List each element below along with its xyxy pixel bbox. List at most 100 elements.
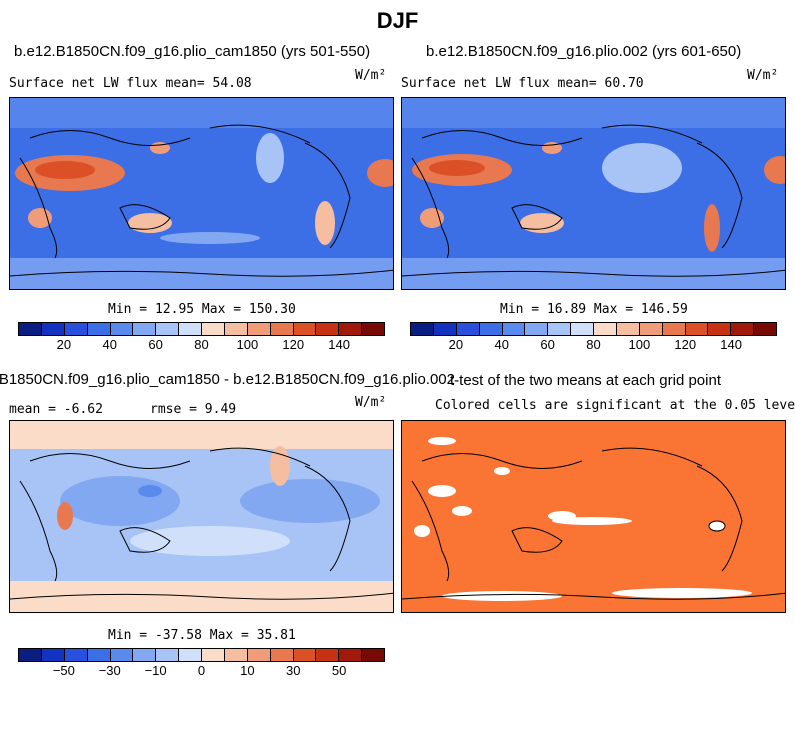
colorbar-diff-swatch xyxy=(64,649,88,661)
panel-a-minmax: Min = 12.95 Max = 150.30 xyxy=(108,302,296,317)
colorbar-b-swatch xyxy=(479,323,503,335)
page-title: DJF xyxy=(376,8,419,33)
panel-d-note: Colored cells are significant at the 0.0… xyxy=(435,398,795,413)
colorbar-a-swatch xyxy=(339,323,363,335)
colorbar-diff-swatch xyxy=(293,649,317,661)
colorbar-a-tick-label: 140 xyxy=(328,337,350,352)
colorbar-a-swatch xyxy=(247,323,271,335)
colorbar-b-tick-label: 100 xyxy=(628,337,651,352)
colorbar-a-swatch xyxy=(179,323,202,335)
panel-a-mean-label: Surface net LW flux mean= 54.08 xyxy=(9,76,252,91)
panel-b-case-title: b.e12.B1850CN.f09_g16.plio.002 (yrs 601-… xyxy=(426,43,742,60)
colorbar-b-swatch xyxy=(433,323,457,335)
colorbar-a-tick-label: 20 xyxy=(56,337,72,352)
colorbar-b-swatch xyxy=(571,323,594,335)
colorbar-diff-tick-label: 30 xyxy=(286,663,301,678)
colorbar-a xyxy=(18,322,385,336)
colorbar-a-swatch xyxy=(110,323,134,335)
colorbar-b xyxy=(410,322,777,336)
panel-c-map xyxy=(9,420,394,613)
colorbar-diff-swatch xyxy=(179,649,202,661)
colorbar-a-swatch xyxy=(156,323,180,335)
panel-a-case-title: b.e12.B1850CN.f09_g16.plio_cam1850 (yrs … xyxy=(14,43,371,60)
colorbar-a-tick-label: 120 xyxy=(282,337,305,352)
colorbar-diff-tick-label: 50 xyxy=(331,663,347,678)
colorbar-diff-tick-label: −30 xyxy=(98,663,121,678)
panel-b-map-svg xyxy=(402,98,785,289)
panel-a-units: W/m² xyxy=(355,68,387,83)
colorbar-diff-swatch xyxy=(19,649,42,661)
colorbar-a-tick-label: 40 xyxy=(102,337,117,352)
colorbar-a-swatch xyxy=(41,323,65,335)
colorbar-diff-ticks: −50 −30 −10 0 10 30 50 xyxy=(18,662,385,680)
colorbar-diff-swatch xyxy=(87,649,111,661)
colorbar-a-ticks: 20 40 60 80 100 120 140 xyxy=(18,336,385,354)
colorbar-b-swatch xyxy=(662,323,686,335)
colorbar-diff-swatch xyxy=(110,649,134,661)
colorbar-diff-swatch xyxy=(202,649,225,661)
panel-a-map xyxy=(9,97,394,290)
colorbar-b-swatch xyxy=(456,323,480,335)
colorbar-diff-swatch xyxy=(247,649,271,661)
colorbar-a-swatch xyxy=(362,323,384,335)
colorbar-diff-swatch xyxy=(156,649,180,661)
panel-b-units: W/m² xyxy=(747,68,779,83)
colorbar-b-ticks: 20 40 60 80 100 120 140 xyxy=(410,336,777,354)
colorbar-b-swatch xyxy=(502,323,526,335)
colorbar-b-swatch xyxy=(708,323,732,335)
panel-d-title: t-test of the two means at each grid poi… xyxy=(450,372,721,389)
colorbar-a-tick-label: 60 xyxy=(148,337,163,352)
colorbar-diff-tick-label: −50 xyxy=(52,663,75,678)
colorbar-a-swatch xyxy=(19,323,42,335)
colorbar-b-tick-label: 60 xyxy=(540,337,555,352)
colorbar-diff-swatch xyxy=(133,649,157,661)
colorbar-b-swatch xyxy=(525,323,549,335)
panel-c-units: W/m² xyxy=(355,395,387,410)
colorbar-a-swatch xyxy=(202,323,225,335)
colorbar-b-swatch xyxy=(639,323,663,335)
colorbar-b-swatch xyxy=(731,323,755,335)
colorbar-b-swatch xyxy=(594,323,617,335)
colorbar-a-swatch xyxy=(224,323,248,335)
colorbar-a-tick-label: 80 xyxy=(194,337,209,352)
colorbar-diff-tick-label: 0 xyxy=(197,663,206,678)
colorbar-diff-swatch xyxy=(316,649,340,661)
colorbar-a-swatch xyxy=(316,323,340,335)
colorbar-b-swatch xyxy=(685,323,709,335)
colorbar-b-tick-label: 80 xyxy=(586,337,601,352)
colorbar-b-tick-label: 40 xyxy=(494,337,509,352)
colorbar-a-swatch xyxy=(270,323,294,335)
panel-b-minmax: Min = 16.89 Max = 146.59 xyxy=(500,302,688,317)
colorbar-a-swatch xyxy=(64,323,88,335)
panel-c-rmse-label: rmse = 9.49 xyxy=(150,402,237,417)
colorbar-diff-tick-label: −10 xyxy=(144,663,167,678)
panel-d-map xyxy=(401,420,786,613)
colorbar-b-tick-label: 140 xyxy=(720,337,742,352)
panel-c-case-title-clip: b.e12.B1850CN.f09_g16.plio_cam1850 - b.e… xyxy=(0,370,455,390)
colorbar-diff xyxy=(18,648,385,662)
colorbar-b-tick-label: 120 xyxy=(674,337,697,352)
colorbar-a-swatch xyxy=(133,323,157,335)
panel-c-mean-label: mean = -6.62 xyxy=(9,402,103,417)
colorbar-diff-swatch xyxy=(224,649,248,661)
colorbar-b-swatch xyxy=(616,323,640,335)
panel-c-minmax: Min = -37.58 Max = 35.81 xyxy=(108,628,296,643)
colorbar-diff-swatch xyxy=(339,649,363,661)
colorbar-diff-swatch xyxy=(362,649,384,661)
panel-c-case-title: b.e12.B1850CN.f09_g16.plio_cam1850 - b.e… xyxy=(0,371,455,388)
colorbar-b-swatch xyxy=(411,323,434,335)
colorbar-a-tick-label: 100 xyxy=(236,337,259,352)
colorbar-a-swatch xyxy=(87,323,111,335)
panel-a-map-svg xyxy=(10,98,393,289)
panel-d-map-svg xyxy=(402,421,785,612)
panel-c-map-svg xyxy=(10,421,393,612)
colorbar-b-swatch xyxy=(754,323,776,335)
colorbar-diff-swatch xyxy=(270,649,294,661)
colorbar-b-tick-label: 20 xyxy=(448,337,464,352)
panel-b-map xyxy=(401,97,786,290)
colorbar-a-swatch xyxy=(293,323,317,335)
colorbar-diff-tick-label: 10 xyxy=(240,663,255,678)
panel-b-mean-label: Surface net LW flux mean= 60.70 xyxy=(401,76,644,91)
colorbar-b-swatch xyxy=(548,323,572,335)
colorbar-diff-swatch xyxy=(41,649,65,661)
